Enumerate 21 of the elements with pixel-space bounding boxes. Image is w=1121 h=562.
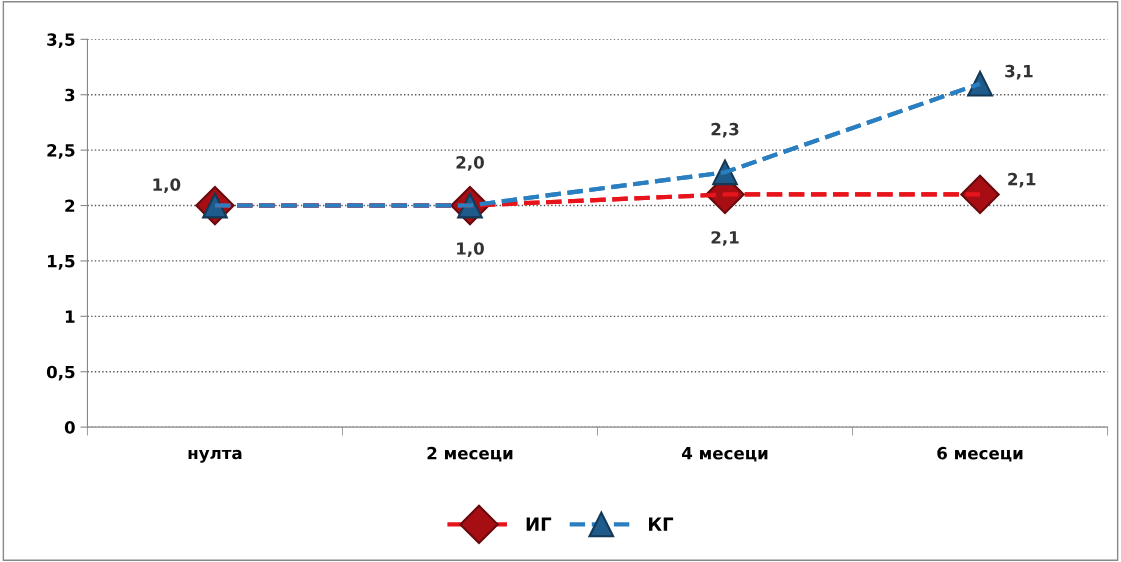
y-tick-label: 2 <box>65 199 75 212</box>
annotation: 2,3 <box>711 122 739 138</box>
y-tick-label: 3 <box>65 88 75 102</box>
y-tick-label: 1,5 <box>47 255 75 270</box>
annotation: 3,1 <box>1005 64 1033 80</box>
annotation: 2,1 <box>711 231 739 246</box>
y-tick-label: 0,5 <box>46 365 75 381</box>
y-tick-label: 0 <box>64 421 75 434</box>
annotation: 1,0 <box>457 242 484 257</box>
y-tick-label: 2,5 <box>47 144 75 159</box>
y-tick-label: 3,5 <box>47 33 75 49</box>
annotation: 1,0 <box>153 178 181 194</box>
x-tick-label: 2 месеци <box>427 446 513 462</box>
y-tick-label: 1 <box>65 310 75 323</box>
x-tick-label: 4 месеци <box>681 447 768 462</box>
x-tick-label: нулта <box>188 449 242 463</box>
annotation: 2,1 <box>1008 172 1036 188</box>
annotation: 2,0 <box>456 156 484 171</box>
x-tick-label: 6 месеци <box>937 446 1023 462</box>
legend-label: ИГ <box>526 517 552 531</box>
legend-label: КГ <box>649 517 674 531</box>
